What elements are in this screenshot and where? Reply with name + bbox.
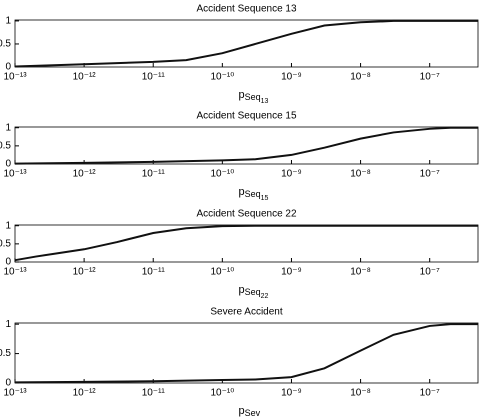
x-label-base: p xyxy=(239,186,245,198)
x-tick-label: 10⁻⁷ xyxy=(420,267,440,278)
x-axis-label: pSeq22 xyxy=(239,284,269,300)
y-tick-label: 0.5 xyxy=(0,348,11,359)
subplot-title: Accident Sequence 22 xyxy=(196,209,297,220)
subplot-title: Accident Sequence 13 xyxy=(196,4,297,15)
y-tick-label: 1 xyxy=(5,220,11,231)
y-tick-label: 0 xyxy=(5,257,11,268)
x-label-base: p xyxy=(239,89,245,101)
x-tick-label: 10⁻⁹ xyxy=(281,267,302,278)
x-axis-label: pSeq13 xyxy=(239,89,269,105)
cdf-line xyxy=(14,224,478,262)
x-tick-label: 10⁻¹¹ xyxy=(142,267,166,278)
x-tick-label: 10⁻¹⁰ xyxy=(210,169,234,180)
y-tick-label: 0 xyxy=(5,159,11,170)
x-label-base: p xyxy=(239,284,245,296)
x-tick-label: 10⁻¹¹ xyxy=(142,388,166,399)
subplot-title: Severe Accident xyxy=(210,307,282,318)
x-tick-label: 10⁻⁸ xyxy=(350,267,371,278)
x-tick-label: 10⁻¹³ xyxy=(3,388,27,399)
x-tick-label: 10⁻¹³ xyxy=(3,72,27,83)
x-tick-label: 10⁻⁹ xyxy=(281,169,302,180)
plot-frame xyxy=(14,126,479,165)
x-tick-label: 10⁻⁸ xyxy=(350,72,371,83)
x-tick-label: 10⁻⁷ xyxy=(420,72,440,83)
x-tick-label: 10⁻⁷ xyxy=(420,388,440,399)
plot-frame xyxy=(14,322,479,384)
x-tick-label: 10⁻¹¹ xyxy=(142,169,166,180)
x-axis-label: pSev xyxy=(239,405,261,418)
x-axis-label: pSeq15 xyxy=(239,186,269,202)
x-tick-label: 10⁻¹⁰ xyxy=(210,72,234,83)
y-tick-label: 0.5 xyxy=(0,239,11,250)
x-tick-label: 10⁻¹¹ xyxy=(142,72,166,83)
y-tick-label: 0.5 xyxy=(0,141,11,152)
x-tick-label: 10⁻⁸ xyxy=(350,169,371,180)
y-tick-label: 1 xyxy=(5,16,11,27)
x-tick-label: 10⁻⁹ xyxy=(281,388,302,399)
plot-frame xyxy=(14,224,479,263)
x-tick-label: 10⁻¹⁰ xyxy=(210,267,234,278)
x-label-sub: Sev xyxy=(245,408,261,418)
x-tick-label: 10⁻⁸ xyxy=(350,388,371,399)
y-tick-label: 0 xyxy=(5,378,11,389)
x-tick-label: 10⁻¹³ xyxy=(3,169,27,180)
x-label-sub: Seq xyxy=(245,92,261,102)
y-tick-label: 1 xyxy=(5,122,11,133)
y-tick-label: 1 xyxy=(5,319,11,330)
x-label-sub: Seq xyxy=(245,287,261,297)
x-tick-label: 10⁻¹² xyxy=(73,388,97,399)
x-tick-label: 10⁻¹² xyxy=(73,267,97,278)
plot-frame xyxy=(14,19,479,68)
x-tick-label: 10⁻¹² xyxy=(73,72,97,83)
cdf-line xyxy=(14,19,478,68)
x-label-subsub: 22 xyxy=(261,293,269,300)
subplot-title: Accident Sequence 15 xyxy=(196,111,297,122)
x-label-base: p xyxy=(239,405,245,417)
x-tick-label: 10⁻¹² xyxy=(73,169,97,180)
x-label-sub: Seq xyxy=(245,189,261,199)
x-tick-label: 10⁻⁹ xyxy=(281,72,302,83)
x-tick-label: 10⁻¹³ xyxy=(3,267,27,278)
y-tick-label: 0.5 xyxy=(0,39,11,50)
x-tick-label: 10⁻⁷ xyxy=(420,169,440,180)
x-label-subsub: 13 xyxy=(261,98,269,105)
x-tick-label: 10⁻¹⁰ xyxy=(210,388,234,399)
x-label-subsub: 15 xyxy=(261,195,269,202)
cdf-line xyxy=(14,323,478,384)
y-tick-label: 0 xyxy=(5,62,11,73)
cdf-line xyxy=(14,126,478,165)
